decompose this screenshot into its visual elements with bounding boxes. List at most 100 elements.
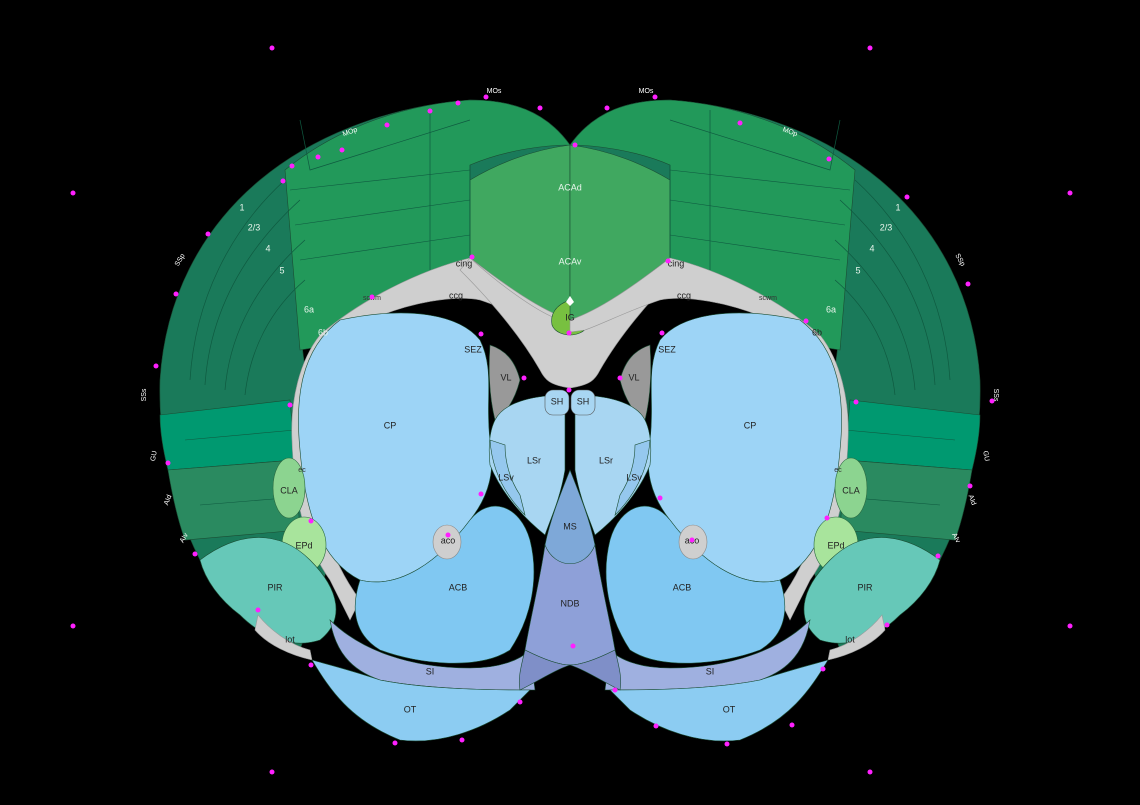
marker-dot: [153, 363, 159, 369]
label-ndb: NDB: [560, 598, 579, 608]
marker-dot: [604, 105, 610, 111]
label-aco-left: aco: [441, 535, 456, 545]
label-acb-left: ACB: [449, 582, 468, 592]
left-hemisphere: [159, 99, 681, 742]
marker-dot: [478, 331, 484, 337]
label-lsr-left: LSr: [527, 455, 541, 465]
marker-dot: [537, 105, 543, 111]
right-hemisphere: [569, 99, 981, 742]
left-sh: [544, 389, 570, 416]
marker-dot: [287, 402, 293, 408]
label-aid-left: AId: [163, 494, 173, 506]
marker-dot: [165, 460, 171, 466]
marker-dot: [384, 122, 390, 128]
label-pir-left: PIR: [267, 582, 283, 592]
label-sss-right: SSs: [992, 389, 999, 402]
marker-dot: [255, 607, 261, 613]
label-vl-left: VL: [500, 372, 511, 382]
ig-marker: [566, 296, 574, 306]
label-si-right: SI: [706, 666, 715, 676]
label-sez-left: SEZ: [464, 344, 482, 354]
marker-dot: [904, 194, 910, 200]
label-lsv-right: LSv: [626, 472, 642, 482]
left-aco: [432, 524, 462, 560]
label-layer23-right: 2/3: [880, 222, 893, 232]
marker-dot: [652, 94, 658, 100]
marker-dot: [289, 163, 295, 169]
marker-dot: [789, 722, 795, 728]
label-cp-right: CP: [744, 420, 757, 430]
marker-dot: [70, 623, 76, 629]
marker-dot: [1067, 190, 1073, 196]
marker-dot: [455, 100, 461, 106]
left-pir: [199, 537, 337, 644]
marker-dot: [570, 643, 576, 649]
marker-dot: [853, 399, 859, 405]
marker-dot: [269, 769, 275, 775]
marker-dot: [445, 532, 451, 538]
label-ig: IG: [565, 312, 575, 322]
label-sss-left: SSs: [141, 388, 148, 401]
marker-dot: [965, 281, 971, 287]
marker-dot: [989, 398, 995, 404]
label-lsv-left: LSv: [498, 472, 514, 482]
landmark-markers: [70, 45, 1073, 775]
label-cla-right: CLA: [842, 485, 860, 495]
label-cla-left: CLA: [280, 485, 298, 495]
marker-dot: [1067, 623, 1073, 629]
left-motor-cortex: [284, 99, 571, 351]
label-layer5-right: 5: [855, 265, 860, 275]
marker-dot: [659, 330, 665, 336]
marker-dot: [572, 142, 578, 148]
marker-dot: [689, 537, 695, 543]
label-aiv-right: AIv: [950, 532, 961, 545]
label-vl-right: VL: [628, 372, 639, 382]
label-sh-right: SH: [577, 396, 590, 406]
marker-dot: [308, 518, 314, 524]
marker-dot: [517, 699, 523, 705]
marker-dot: [521, 375, 527, 381]
marker-dot: [427, 108, 433, 114]
label-aid-right: AId: [967, 494, 977, 506]
marker-dot: [280, 178, 286, 184]
label-layer6a-left: 6a: [304, 304, 314, 314]
marker-dot: [205, 231, 211, 237]
label-ec-right: ec: [834, 467, 842, 474]
label-layer4-right: 4: [869, 243, 874, 253]
marker-dot: [566, 387, 572, 393]
label-lsr-right: LSr: [599, 455, 613, 465]
marker-dot: [459, 737, 465, 743]
marker-dot: [617, 375, 623, 381]
marker-dot: [884, 622, 890, 628]
left-si: [329, 619, 536, 691]
label-mop-left: MOp: [342, 126, 359, 138]
left-ot: [311, 659, 531, 742]
marker-dot: [70, 190, 76, 196]
label-layer6a-right: 6a: [826, 304, 836, 314]
marker-dot: [315, 154, 321, 160]
marker-dot: [724, 741, 730, 747]
marker-dot: [803, 318, 809, 324]
label-layer23-left: 2/3: [248, 222, 261, 232]
marker-dot: [820, 666, 826, 672]
label-ms: MS: [563, 521, 577, 531]
marker-dot: [737, 120, 743, 126]
label-gu-left: GU: [150, 450, 159, 462]
marker-dot: [653, 723, 659, 729]
marker-dot: [392, 740, 398, 746]
label-ot-left: OT: [404, 704, 417, 714]
marker-dot: [867, 45, 873, 51]
left-lsv: [489, 439, 526, 516]
label-sh-left: SH: [551, 396, 564, 406]
label-epd-left: EPd: [295, 540, 312, 550]
marker-dot: [269, 45, 275, 51]
marker-dot: [483, 94, 489, 100]
marker-dot: [339, 147, 345, 153]
marker-dot: [665, 258, 671, 264]
label-acad: ACAd: [558, 182, 582, 192]
marker-dot: [935, 553, 941, 559]
marker-dot: [308, 662, 314, 668]
label-gu-right: GU: [981, 450, 990, 462]
